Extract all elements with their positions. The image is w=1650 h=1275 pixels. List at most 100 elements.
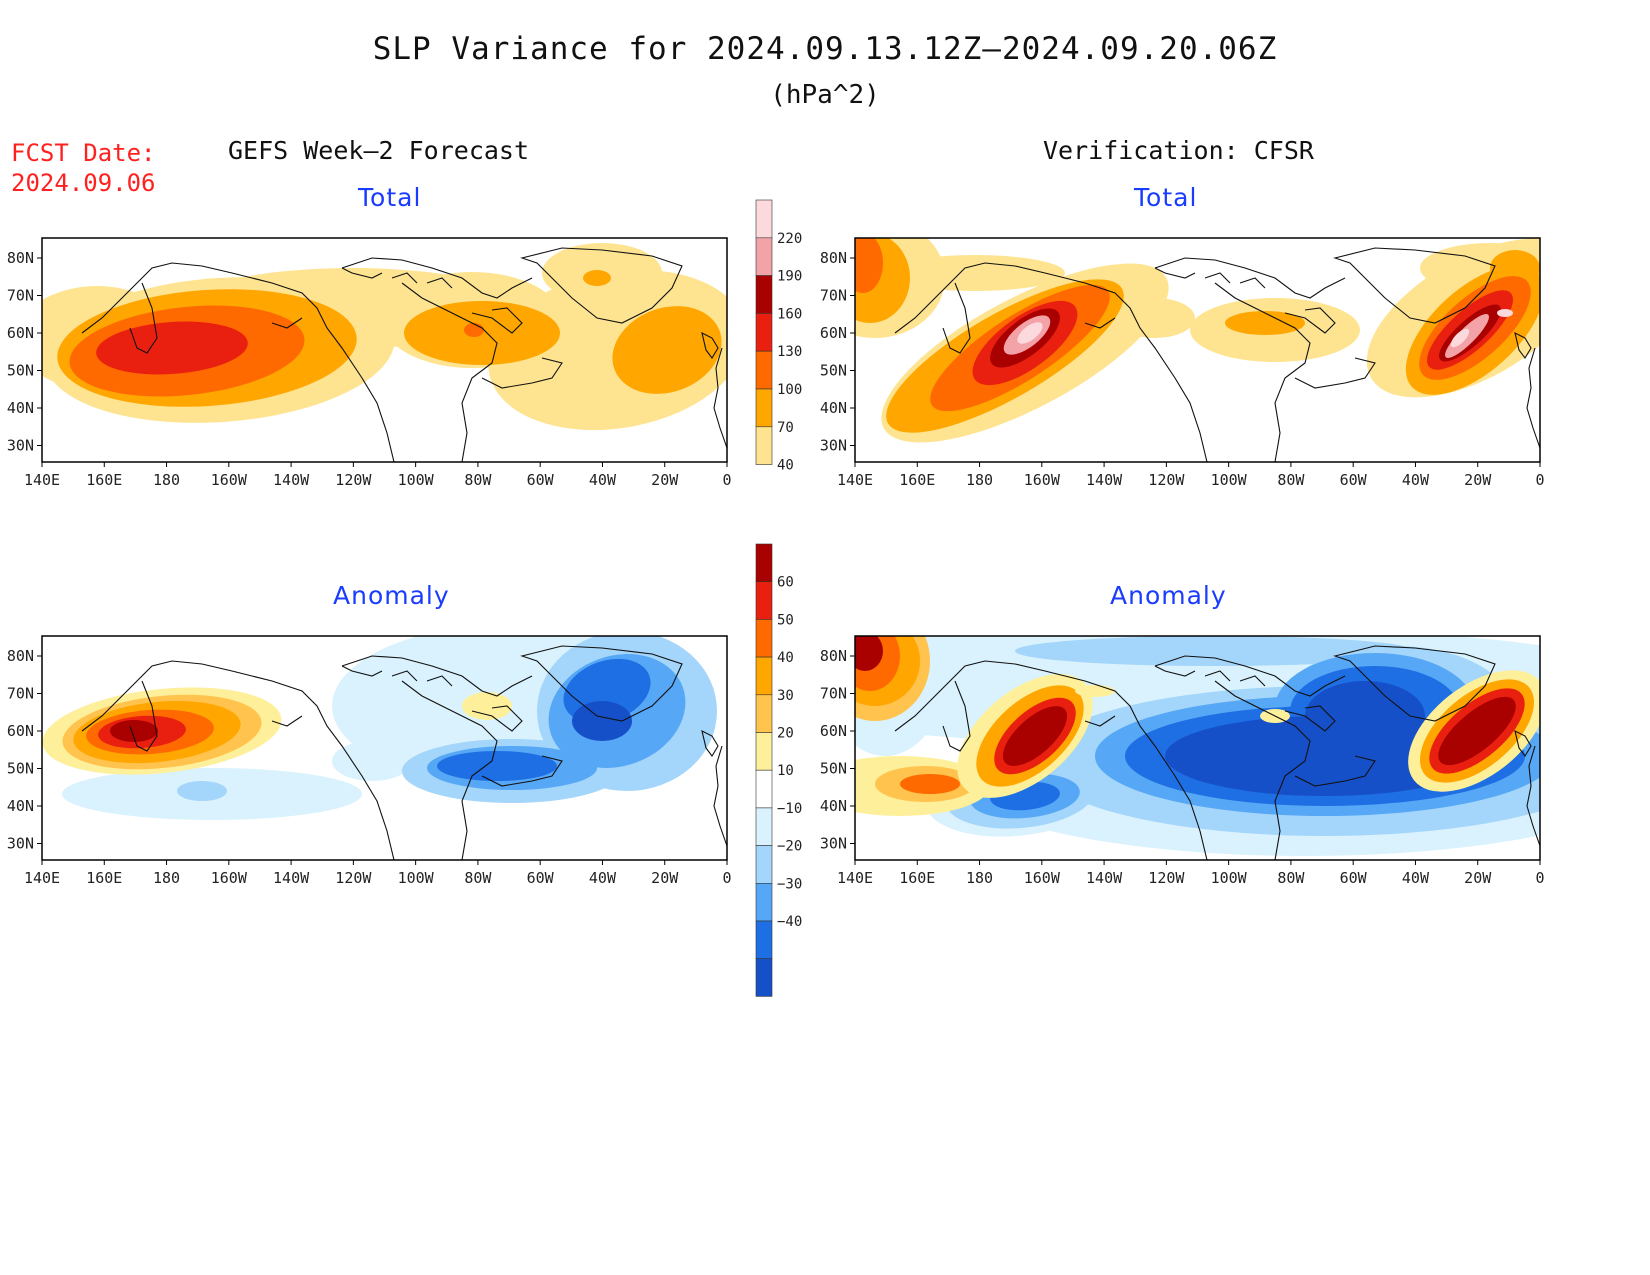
coastline — [1154, 655, 1346, 697]
x-tick-label: 80W — [1277, 471, 1305, 489]
contour-region — [1002, 706, 1068, 766]
colorbar-label: 100 — [777, 382, 802, 398]
y-tick-label: 70N — [820, 287, 847, 305]
map-frame — [41, 237, 728, 463]
coastline — [520, 645, 683, 722]
x-tick-label: 40W — [1402, 471, 1430, 489]
contour-region — [885, 255, 1065, 291]
contour-region — [1438, 696, 1516, 766]
x-tick-label: 180 — [153, 471, 180, 489]
y-tick-label: 50N — [7, 362, 34, 380]
verification-total-subtitle: Total — [1134, 183, 1198, 212]
contour-region — [1305, 681, 1425, 751]
total-colorbar: 220 190 160 130 100 70 40 — [755, 199, 802, 474]
colorbar-swatch — [755, 882, 773, 922]
y-tick-label: 60N — [7, 324, 34, 342]
verification-total-map: 140E 160E 180 160W 140W 120W 100W 80W 60W 40W 20W 0… — [820, 237, 1545, 489]
y-tick-label: 80N — [820, 249, 847, 267]
contour-region — [437, 751, 557, 781]
coastline — [1294, 755, 1376, 787]
contour-region — [177, 781, 227, 801]
y-tick-label: 80N — [7, 249, 34, 267]
coastline — [1284, 307, 1336, 334]
coastline — [1514, 331, 1532, 359]
colorbar-label: 70 — [777, 420, 794, 436]
coastline — [894, 660, 1208, 860]
contour-region — [900, 774, 960, 794]
x-tick-label: 20W — [651, 471, 679, 489]
x-tick-label: 80W — [1277, 869, 1305, 887]
colorbar-swatch — [755, 581, 773, 620]
colorbar-swatch — [755, 656, 773, 696]
x-tick-label: 160E — [899, 471, 935, 489]
x-tick-label: 0 — [722, 869, 731, 887]
y-tick-label: 40N — [7, 797, 34, 815]
y-tick-label: 30N — [820, 835, 847, 853]
coastline — [701, 331, 719, 359]
x-tick-label: 0 — [722, 471, 731, 489]
forecast-anomaly-map: 140E 160E 180 160W 140W 120W 100W 80W 60W 40W 20W 0… — [7, 635, 732, 887]
x-tick-label: 60W — [527, 471, 555, 489]
x-tick-label: 160W — [211, 869, 248, 887]
colorbar-swatch — [755, 732, 773, 771]
forecast-total-subtitle: Total — [358, 183, 422, 212]
colorbar-swatch — [755, 313, 773, 352]
coastline — [1154, 665, 1266, 687]
coastline — [401, 680, 498, 860]
contour-region — [110, 720, 158, 742]
coastline — [1333, 645, 1496, 722]
y-tick-label: 80N — [7, 647, 34, 665]
coastline — [713, 745, 727, 847]
x-tick-label: 120W — [1148, 471, 1185, 489]
map-frame — [854, 635, 1541, 861]
coastline — [1284, 705, 1336, 732]
coastline — [1333, 247, 1496, 324]
y-tick-label: 40N — [820, 399, 847, 417]
colorbar-swatch — [755, 694, 773, 733]
verification-anomaly-subtitle: Anomaly — [1110, 581, 1227, 610]
anomaly-colorbar: 60 50 40 30 20 10 −10 −20 −30 −40 — [755, 543, 802, 997]
coastline — [1526, 745, 1540, 847]
forecast-date-block: FCST Date: 2024.09.06 — [11, 138, 156, 198]
x-tick-label: 140W — [273, 471, 310, 489]
y-tick-label: 30N — [7, 437, 34, 455]
x-tick-label: 140E — [24, 869, 60, 887]
contour-region — [855, 636, 883, 671]
colorbar-swatch — [755, 769, 773, 809]
x-tick-label: 160W — [211, 471, 248, 489]
x-tick-label: 40W — [1402, 869, 1430, 887]
contour-region — [1017, 322, 1043, 344]
units-label: (hPa^2) — [770, 80, 880, 110]
y-tick-label: 40N — [820, 797, 847, 815]
contour-region — [1075, 685, 1115, 697]
forecast-header: GEFS Week–2 Forecast — [228, 136, 530, 165]
coastline — [894, 262, 1208, 462]
x-tick-label: 40W — [589, 471, 617, 489]
colorbar-label: −10 — [777, 801, 802, 817]
contour-region — [1115, 298, 1195, 338]
coastline — [942, 680, 971, 752]
y-tick-label: 60N — [7, 722, 34, 740]
contour-region — [1497, 309, 1513, 317]
colorbar-label: 30 — [777, 688, 794, 704]
coastline — [1154, 267, 1266, 289]
x-tick-label: 120W — [335, 869, 372, 887]
colorbar-label: 20 — [777, 726, 794, 742]
x-tick-label: 160E — [86, 471, 122, 489]
colorbar-swatch — [755, 388, 773, 428]
colorbar-label: 130 — [777, 344, 802, 360]
y-tick-label: 30N — [820, 437, 847, 455]
forecast-total-map: 140E 160E 180 160W 140W 120W 100W 80W 60W 40W 20W 0… — [7, 237, 732, 489]
x-tick-label: 20W — [1464, 471, 1492, 489]
forecast-date-value: 2024.09.06 — [11, 169, 156, 197]
coastline — [341, 655, 533, 697]
x-tick-label: 160E — [899, 869, 935, 887]
coastline — [942, 282, 971, 354]
map-frame — [854, 237, 1541, 463]
main-title: SLP Variance for 2024.09.13.12Z–2024.09.… — [372, 31, 1278, 67]
x-tick-label: 140W — [273, 869, 310, 887]
contour-region — [855, 238, 883, 293]
colorbar-swatch — [755, 199, 773, 239]
colorbar-label: 40 — [777, 458, 794, 474]
y-tick-label: 70N — [7, 685, 34, 703]
